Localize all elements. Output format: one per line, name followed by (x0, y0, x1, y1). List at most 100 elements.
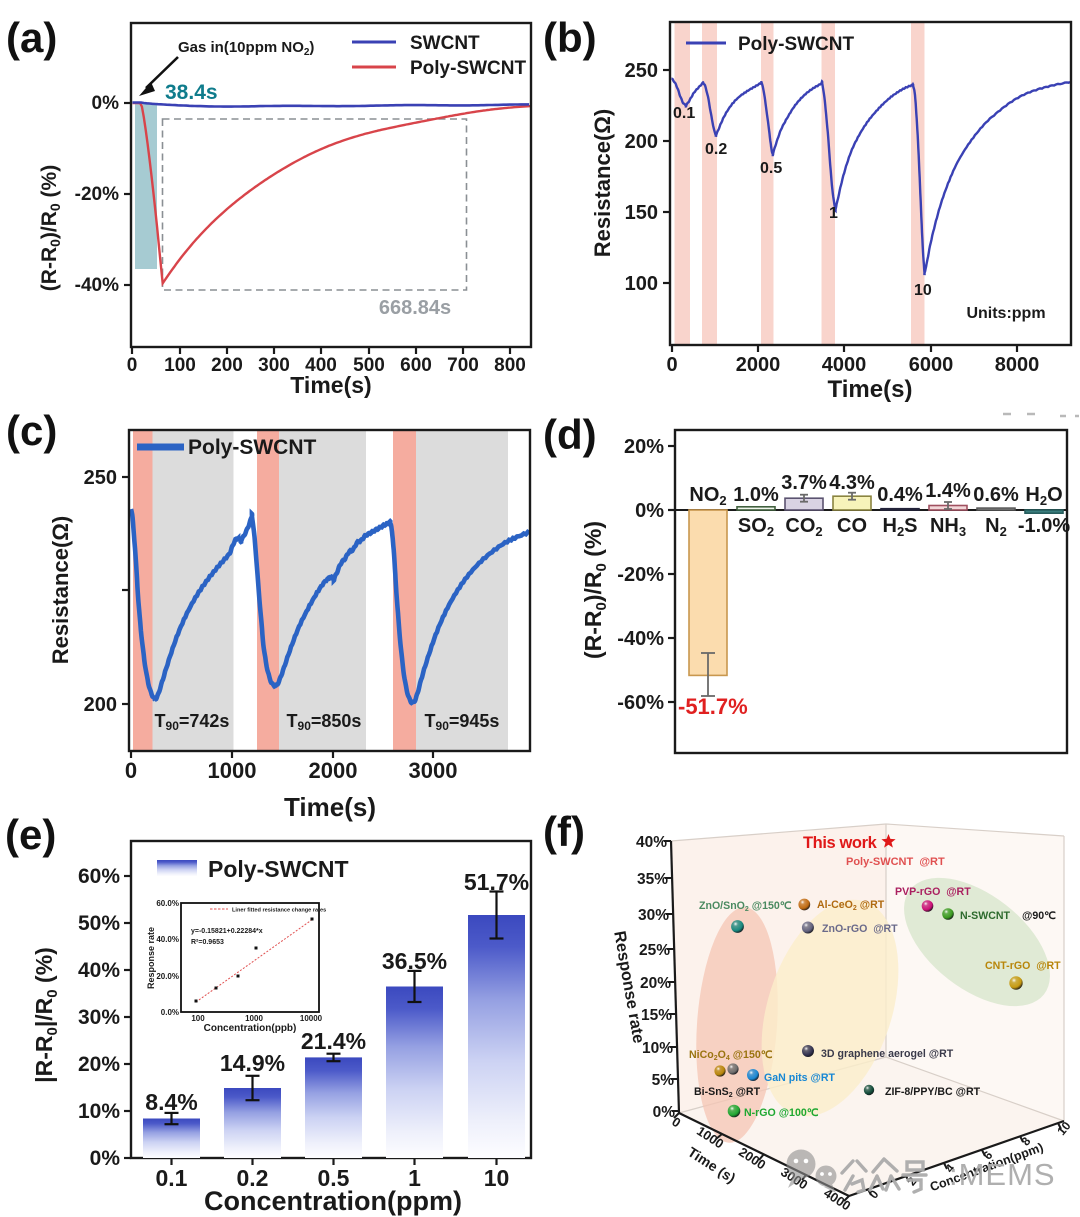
svg-text:T90=850s: T90=850s (287, 711, 362, 733)
svg-text:(e): (e) (5, 811, 56, 858)
svg-text:60.0%: 60.0% (156, 899, 179, 908)
svg-text:30%: 30% (78, 1006, 120, 1029)
svg-text:This work: This work (803, 834, 878, 852)
svg-text:1000: 1000 (245, 1014, 263, 1023)
svg-text:100: 100 (164, 355, 196, 376)
svg-text:T90=742s: T90=742s (155, 711, 230, 733)
svg-text:Liner fitted resistance change: Liner fitted resistance change rates (232, 908, 326, 914)
svg-text:0%: 0% (92, 93, 120, 114)
svg-text:800: 800 (494, 355, 526, 376)
svg-text:100: 100 (191, 1014, 205, 1023)
svg-text:-20%: -20% (617, 564, 664, 586)
svg-text:Poly-SWCNT @RT: Poly-SWCNT @RT (846, 856, 945, 868)
svg-text:3000: 3000 (409, 758, 458, 783)
svg-text:-40%: -40% (75, 275, 119, 296)
svg-text:T90=945s: T90=945s (425, 711, 500, 733)
svg-text:10: 10 (914, 282, 932, 299)
svg-text:H2S: H2S (882, 515, 917, 539)
svg-text:8000: 8000 (995, 354, 1040, 376)
svg-text:4.3%: 4.3% (829, 472, 875, 494)
svg-text:0%: 0% (653, 1104, 676, 1121)
svg-text:N-rGO @100℃: N-rGO @100℃ (744, 1107, 819, 1119)
svg-text:4000: 4000 (822, 354, 867, 376)
svg-text:0: 0 (125, 758, 137, 783)
svg-text:(d): (d) (543, 411, 597, 458)
svg-text:(c): (c) (6, 407, 57, 454)
svg-text:20%: 20% (78, 1053, 120, 1076)
svg-text:600: 600 (400, 355, 432, 376)
svg-text:(R-R0)/R0 (%): (R-R0)/R0 (%) (580, 521, 610, 659)
svg-text:SWCNT: SWCNT (410, 33, 480, 54)
svg-text:40%: 40% (78, 959, 120, 982)
svg-text:Time(s): Time(s) (828, 376, 913, 403)
svg-text:Al-CeO2 @RT: Al-CeO2 @RT (817, 899, 885, 912)
svg-text:Concentration(ppb): Concentration(ppb) (204, 1023, 297, 1034)
svg-text:3.7%: 3.7% (781, 472, 827, 494)
svg-text:5%: 5% (652, 1072, 675, 1089)
svg-text:CO2: CO2 (785, 515, 822, 539)
svg-text:(a): (a) (6, 14, 57, 61)
svg-text:-20%: -20% (75, 184, 119, 205)
svg-text:25%: 25% (639, 942, 670, 959)
svg-text:2000: 2000 (309, 758, 358, 783)
svg-text:500: 500 (353, 355, 385, 376)
svg-text:2000: 2000 (736, 354, 781, 376)
svg-text:1.0%: 1.0% (733, 484, 779, 506)
svg-text:N-SWCNT: N-SWCNT (960, 910, 1011, 922)
svg-text:150: 150 (625, 202, 658, 224)
svg-text:40.0%: 40.0% (156, 935, 179, 944)
svg-text:60%: 60% (78, 865, 120, 888)
svg-text:0.6%: 0.6% (973, 484, 1019, 506)
svg-text::MEMS: :MEMS (949, 1157, 1056, 1192)
svg-text:6000: 6000 (909, 354, 954, 376)
svg-text:0.2: 0.2 (237, 1165, 269, 1191)
svg-text:300: 300 (258, 355, 290, 376)
svg-text:Time(s): Time(s) (290, 372, 371, 398)
svg-text:SO2: SO2 (738, 515, 774, 539)
svg-text:30%: 30% (638, 907, 669, 924)
svg-text:1000: 1000 (208, 758, 257, 783)
svg-text:250: 250 (625, 60, 658, 82)
svg-text:10: 10 (484, 1165, 510, 1191)
svg-text:Bi-SnS2 @RT: Bi-SnS2 @RT (694, 1086, 761, 1099)
svg-text:36.5%: 36.5% (382, 948, 447, 974)
svg-text:51.7%: 51.7% (464, 869, 529, 895)
svg-text:200: 200 (211, 355, 243, 376)
svg-text:Poly-SWCNT: Poly-SWCNT (188, 436, 317, 459)
svg-text:NiCo2O4 @150℃: NiCo2O4 @150℃ (689, 1049, 773, 1062)
svg-text:250: 250 (84, 467, 117, 489)
svg-text:ZnO/SnO2 @150℃: ZnO/SnO2 @150℃ (699, 900, 792, 913)
svg-text:(b): (b) (543, 14, 597, 61)
svg-text:-40%: -40% (617, 628, 664, 650)
svg-text:1: 1 (408, 1165, 421, 1191)
svg-text:Poly-SWCNT: Poly-SWCNT (208, 856, 349, 882)
svg-text:21.4%: 21.4% (301, 1028, 366, 1054)
svg-text:10%: 10% (642, 1040, 673, 1057)
svg-text:Time (s): Time (s) (685, 1144, 739, 1187)
svg-text:|R-R0|/R0 (%): |R-R0|/R0 (%) (31, 947, 61, 1083)
svg-text:38.4s: 38.4s (165, 81, 218, 104)
svg-text:20.0%: 20.0% (156, 972, 179, 981)
svg-text:PVP-rGO @RT: PVP-rGO @RT (895, 886, 971, 898)
svg-text:NH3: NH3 (930, 515, 966, 539)
svg-text:Poly-SWCNT: Poly-SWCNT (738, 34, 855, 55)
svg-text:8.4%: 8.4% (145, 1089, 197, 1115)
svg-text:Time(s): Time(s) (284, 792, 376, 822)
svg-text:(R-R0)/R0 (%): (R-R0)/R0 (%) (38, 165, 63, 291)
svg-text:-60%: -60% (617, 692, 664, 714)
svg-text:0: 0 (666, 354, 677, 376)
svg-text:0.5: 0.5 (318, 1165, 350, 1191)
svg-text:0.4%: 0.4% (877, 484, 923, 506)
svg-text:0.5: 0.5 (760, 160, 782, 177)
svg-text:200: 200 (84, 694, 117, 716)
svg-text:Resistance(Ω): Resistance(Ω) (590, 109, 615, 257)
svg-text:ZnO-rGO @RT: ZnO-rGO @RT (822, 923, 898, 935)
svg-text:20%: 20% (640, 975, 671, 992)
svg-text:ZIF-8/PPY/BC @RT: ZIF-8/PPY/BC @RT (885, 1086, 981, 1098)
svg-text:Concentration(ppm): Concentration(ppm) (204, 1186, 462, 1216)
svg-text:400: 400 (305, 355, 337, 376)
svg-text:200: 200 (625, 131, 658, 153)
svg-text:0.1: 0.1 (673, 105, 695, 122)
svg-text:@90℃: @90℃ (1022, 910, 1056, 922)
svg-text:N2: N2 (985, 515, 1007, 539)
